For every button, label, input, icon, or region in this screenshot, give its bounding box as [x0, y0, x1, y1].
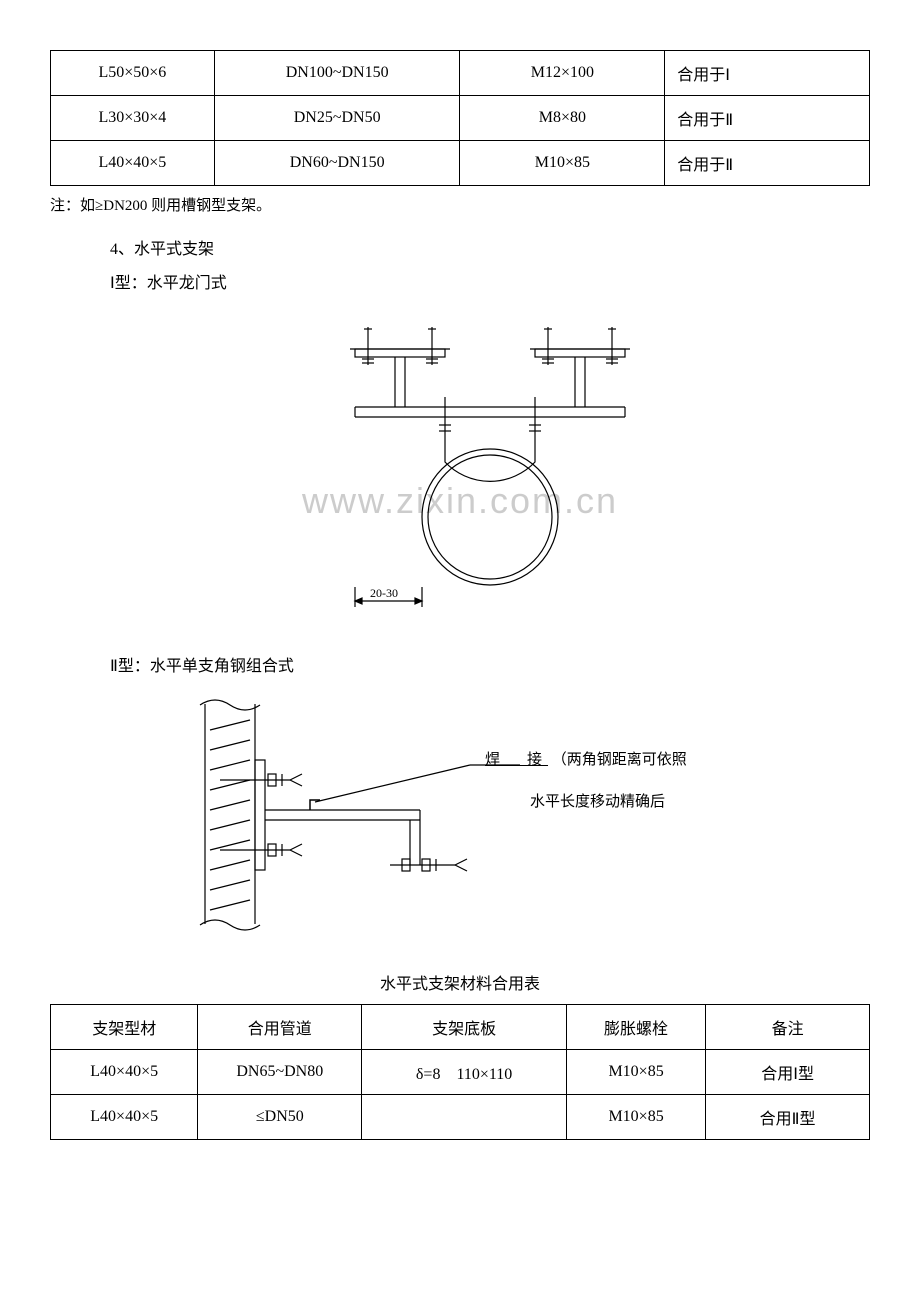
col-header: 支架型材 [51, 1005, 198, 1050]
cell: L40×40×5 [51, 141, 215, 186]
diagram1-svg: 20-30 [270, 307, 650, 627]
table-row: L40×40×5 DN60~DN150 M10×85 合用于Ⅱ [51, 141, 870, 186]
spec-table-2: 支架型材 合用管道 支架底板 膨胀螺栓 备注 L40×40×5 DN65~DN8… [50, 1004, 870, 1140]
cell: L40×40×5 [51, 1050, 198, 1095]
table-row: L30×30×4 DN25~DN50 M8×80 合用于Ⅱ [51, 96, 870, 141]
col-header: 合用管道 [198, 1005, 362, 1050]
table-row: L50×50×6 DN100~DN150 M12×100 合用于Ⅰ [51, 51, 870, 96]
cell: M10×85 [460, 141, 665, 186]
section-title: 4、水平式支架 [110, 235, 870, 259]
cell: 合用于Ⅱ [665, 141, 870, 186]
cell: L30×30×4 [51, 96, 215, 141]
table-row: L40×40×5 ≤DN50 M10×85 合用Ⅱ型 [51, 1095, 870, 1140]
cell: DN25~DN50 [214, 96, 460, 141]
type2-title: Ⅱ型：水平单支角钢组合式 [110, 652, 870, 676]
cell: M8×80 [460, 96, 665, 141]
table-header-row: 支架型材 合用管道 支架底板 膨胀螺栓 备注 [51, 1005, 870, 1050]
diagram-type2: 焊 接 （两角钢距离可依照 水平长度移动精确后 [50, 690, 870, 940]
cell: DN100~DN150 [214, 51, 460, 96]
type1-title: Ⅰ型：水平龙门式 [110, 269, 870, 293]
cell: 合用于Ⅱ [665, 96, 870, 141]
cell: 合用Ⅰ型 [706, 1050, 870, 1095]
col-header: 备注 [706, 1005, 870, 1050]
spec-table-1: L50×50×6 DN100~DN150 M12×100 合用于Ⅰ L30×30… [50, 50, 870, 186]
cell: DN65~DN80 [198, 1050, 362, 1095]
cell: 合用于Ⅰ [665, 51, 870, 96]
dim-label: 20-30 [370, 586, 398, 600]
cell [362, 1095, 567, 1140]
table-row: L40×40×5 DN65~DN80 δ=8 110×110 M10×85 合用… [51, 1050, 870, 1095]
cell: L50×50×6 [51, 51, 215, 96]
cell: δ=8 110×110 [362, 1050, 567, 1095]
cell: M10×85 [566, 1050, 705, 1095]
cell: DN60~DN150 [214, 141, 460, 186]
cell: M10×85 [566, 1095, 705, 1140]
diagram-type1: www.zixin.com.cn [50, 307, 870, 632]
diagram2-svg [160, 690, 680, 940]
cell: ≤DN50 [198, 1095, 362, 1140]
table-note: 注：如≥DN200 则用槽钢型支架。 [50, 194, 870, 215]
table2-caption: 水平式支架材料合用表 [50, 970, 870, 994]
cell: M12×100 [460, 51, 665, 96]
col-header: 膨胀螺栓 [566, 1005, 705, 1050]
cell: L40×40×5 [51, 1095, 198, 1140]
col-header: 支架底板 [362, 1005, 567, 1050]
cell: 合用Ⅱ型 [706, 1095, 870, 1140]
